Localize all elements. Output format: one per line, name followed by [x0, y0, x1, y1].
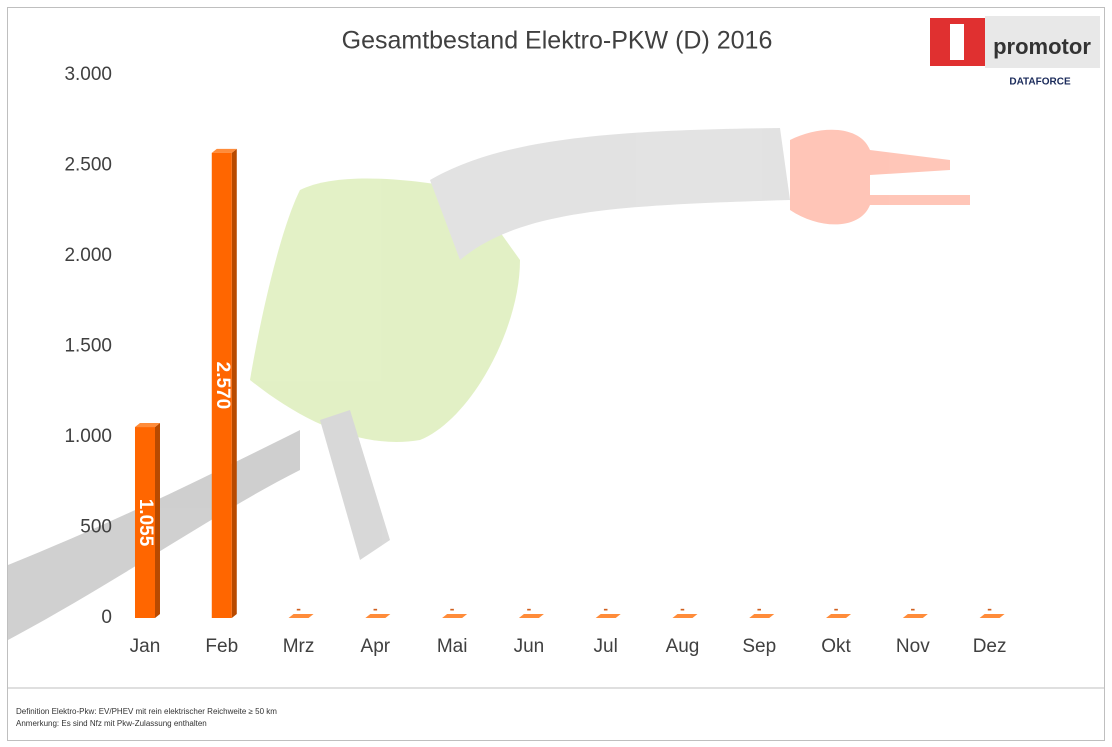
x-tick-label: Dez: [973, 636, 1007, 657]
logo-name: promotor: [993, 34, 1091, 59]
footnote: Definition Elektro-Pkw: EV/PHEV mit rein…: [16, 707, 277, 716]
data-label: -: [373, 601, 378, 617]
data-label: 2.570: [212, 362, 233, 410]
y-tick-label: 500: [80, 517, 112, 538]
data-label: -: [296, 601, 301, 617]
data-label: -: [834, 601, 839, 617]
x-tick-label: Jun: [514, 636, 545, 657]
chart: Gesamtbestand Elektro-PKW (D) 2016 promo…: [0, 0, 1112, 747]
data-label: -: [450, 601, 455, 617]
x-tick-label: Apr: [361, 636, 391, 657]
x-tick-label: Aug: [666, 636, 700, 657]
data-label: -: [757, 601, 762, 617]
logo-mark: [950, 24, 964, 60]
data-label: -: [987, 601, 992, 617]
x-tick-label: Mai: [437, 636, 468, 657]
x-tick-label: Sep: [742, 636, 776, 657]
data-label: -: [527, 601, 532, 617]
chart-frame: [8, 8, 1105, 741]
data-label: -: [603, 601, 608, 617]
footnote: Anmerkung: Es sind Nfz mit Pkw-Zulassung…: [16, 719, 207, 728]
x-tick-label: Okt: [821, 636, 851, 657]
x-tick-label: Feb: [205, 636, 238, 657]
chart-title: Gesamtbestand Elektro-PKW (D) 2016: [342, 27, 773, 55]
x-tick-label: Nov: [896, 636, 930, 657]
y-tick-label: 3.000: [64, 64, 112, 85]
y-tick-label: 2.000: [64, 245, 112, 266]
x-tick-label: Jul: [594, 636, 618, 657]
logo-sub: DATAFORCE: [1009, 77, 1071, 88]
y-tick-label: 2.500: [64, 155, 112, 176]
data-label: -: [910, 601, 915, 617]
y-tick-label: 1.000: [64, 426, 112, 447]
x-tick-label: Jan: [130, 636, 161, 657]
y-tick-label: 0: [101, 607, 112, 628]
data-label: -: [680, 601, 685, 617]
x-tick-label: Mrz: [283, 636, 315, 657]
data-label: 1.055: [135, 499, 156, 547]
y-tick-label: 1.500: [64, 336, 112, 357]
